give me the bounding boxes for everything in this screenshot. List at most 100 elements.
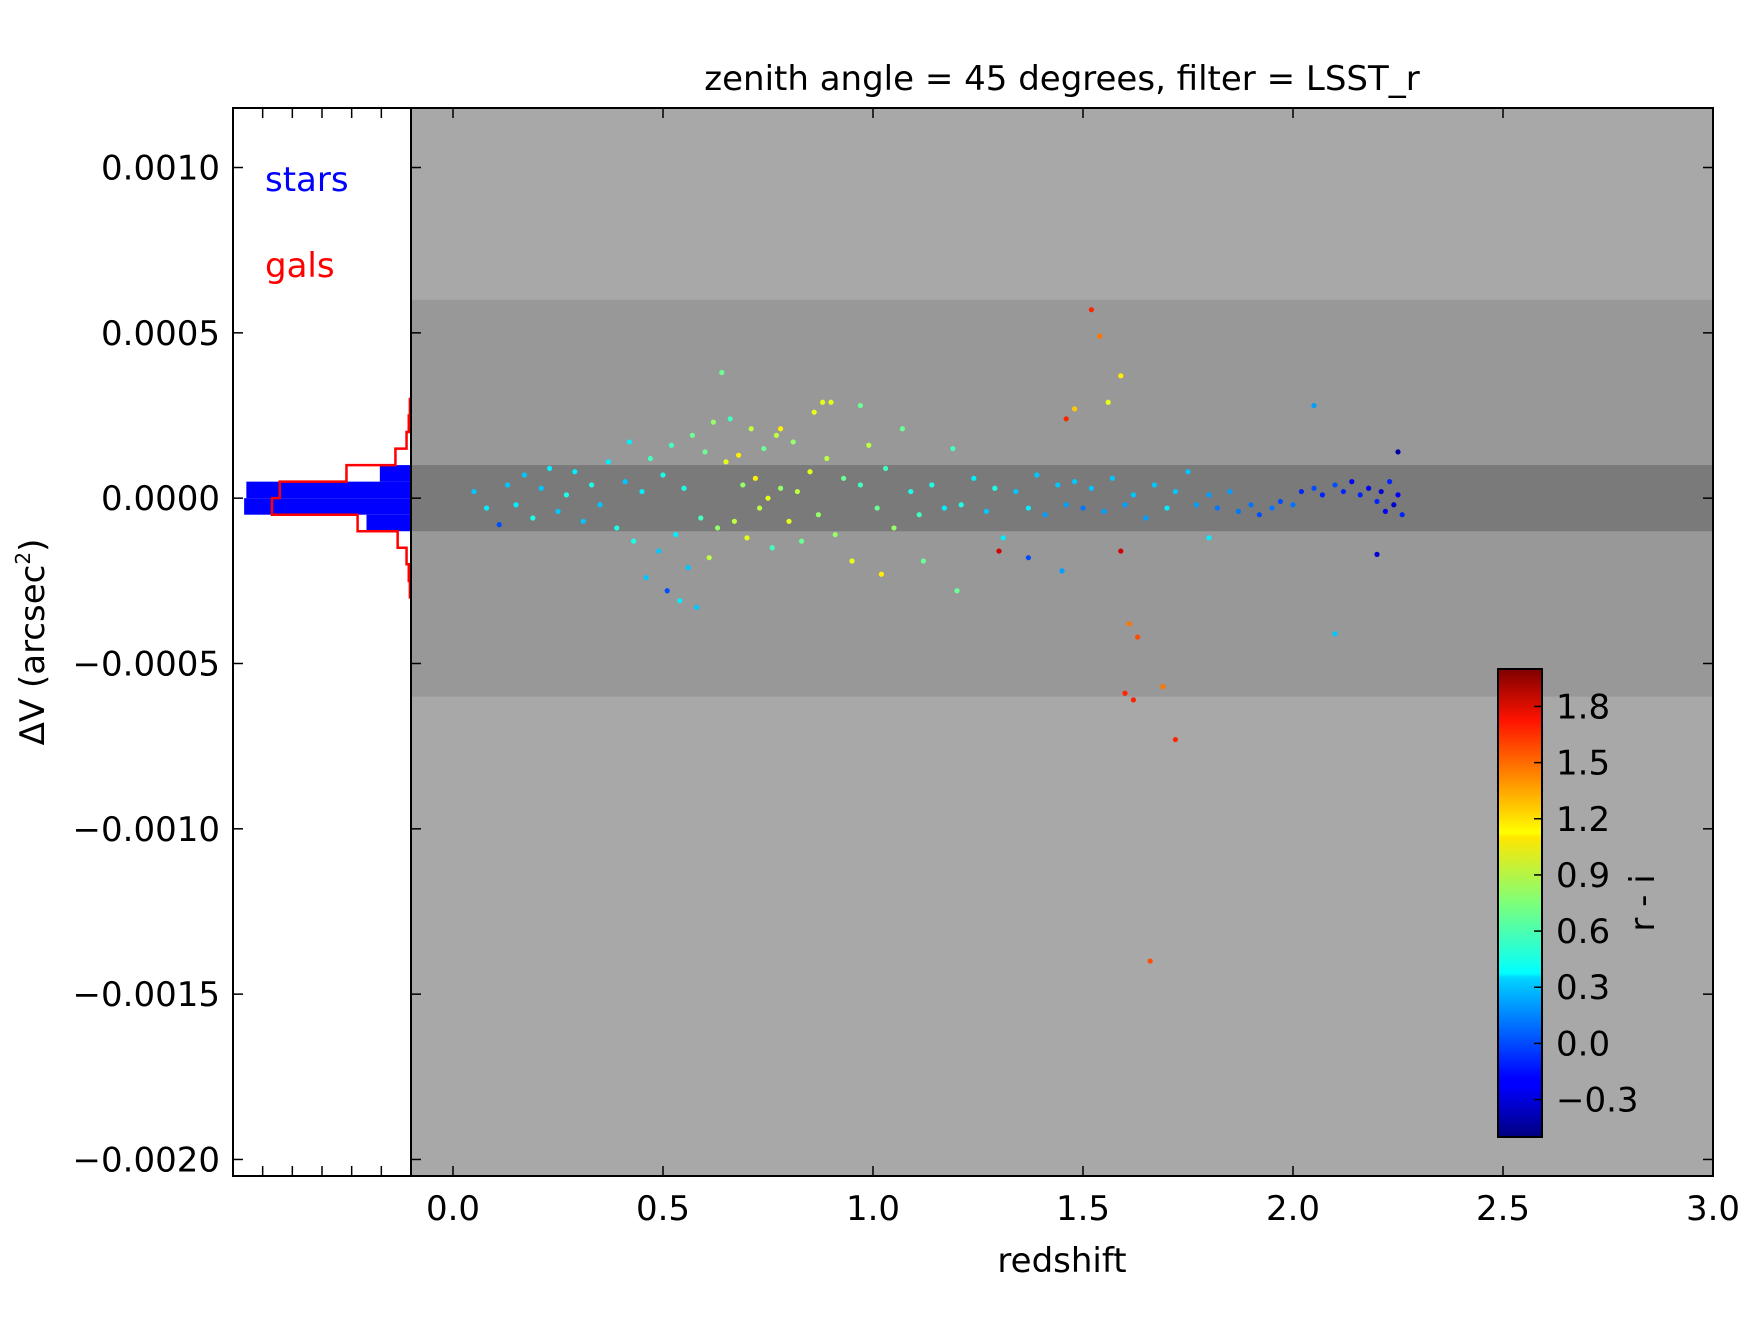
data-point — [727, 416, 733, 422]
data-point — [744, 535, 750, 541]
data-point — [1206, 535, 1212, 541]
data-point — [736, 452, 742, 458]
data-point — [673, 531, 679, 538]
data-point — [1340, 488, 1346, 495]
y-axis-label-sup: 2 — [11, 552, 35, 565]
data-point — [496, 522, 502, 528]
data-point — [828, 399, 834, 405]
data-point — [656, 548, 662, 554]
data-point — [807, 469, 813, 475]
data-point — [761, 445, 767, 452]
data-point — [580, 518, 586, 524]
data-point — [1357, 492, 1363, 498]
stars-histogram-bar — [366, 514, 411, 532]
x-tick-label: 3.0 — [1686, 1189, 1740, 1229]
data-point — [668, 442, 675, 448]
data-point — [1101, 508, 1107, 514]
colorbar-label: r - i — [1623, 874, 1663, 931]
data-point — [786, 518, 792, 524]
y-axis-label-close: ) — [13, 539, 53, 552]
data-point — [883, 465, 889, 472]
data-point — [1193, 502, 1199, 508]
data-point — [1374, 551, 1380, 557]
data-point — [1130, 697, 1136, 703]
data-point — [954, 588, 960, 594]
stars-histogram-bar — [379, 465, 411, 482]
data-point — [958, 502, 964, 508]
data-point — [1269, 505, 1275, 511]
data-point — [723, 459, 729, 465]
histogram-background — [233, 108, 411, 1176]
data-point — [681, 485, 687, 491]
data-point — [824, 455, 830, 462]
data-point — [891, 525, 897, 531]
histogram-bars — [244, 397, 412, 599]
data-point — [521, 472, 528, 478]
data-point — [530, 515, 536, 521]
data-point — [597, 502, 603, 508]
data-point — [790, 439, 796, 445]
data-point — [1214, 505, 1220, 511]
data-point — [1118, 548, 1124, 554]
data-point — [1206, 492, 1212, 498]
data-point — [878, 571, 885, 577]
data-point — [849, 558, 855, 564]
data-point — [1072, 406, 1078, 412]
y-tick-label: −0.0020 — [73, 1140, 220, 1180]
data-point — [769, 545, 775, 551]
data-point — [685, 565, 691, 571]
data-point — [631, 538, 637, 544]
data-point — [1072, 479, 1078, 485]
colorbar-tick-label: 0.3 — [1556, 968, 1610, 1008]
x-tick-labels: 0.0 0.5 1.0 1.5 2.0 2.5 3.0 — [426, 1189, 1740, 1229]
data-point — [1311, 402, 1317, 409]
data-point — [765, 495, 771, 501]
data-point — [929, 482, 935, 488]
data-point — [799, 538, 805, 544]
data-point — [677, 598, 683, 604]
data-point — [639, 488, 645, 495]
data-point — [778, 485, 784, 491]
data-point — [1256, 512, 1262, 518]
data-point — [857, 482, 864, 488]
data-point — [689, 432, 696, 438]
data-point — [1042, 512, 1048, 518]
data-point — [1298, 488, 1304, 495]
data-point — [1164, 505, 1170, 511]
data-point — [1034, 472, 1040, 478]
y-tick-label: 0.0000 — [101, 479, 220, 519]
scatter-panel — [410, 107, 1714, 1177]
data-point — [626, 439, 633, 445]
data-point — [841, 475, 847, 481]
data-point — [664, 588, 670, 594]
histogram-x-ticks — [261, 108, 383, 1176]
data-point — [1059, 568, 1065, 574]
data-point — [1378, 488, 1384, 495]
colorbar-tick-label: 0.9 — [1556, 856, 1610, 896]
data-point — [811, 409, 817, 415]
data-point — [1118, 373, 1124, 379]
data-point — [471, 488, 477, 495]
data-point — [1143, 515, 1149, 521]
data-point — [1122, 502, 1128, 508]
colorbar-tick-label: 0.6 — [1556, 912, 1610, 952]
data-point — [1332, 482, 1338, 488]
y-axis-label: ΔV (arcsec2) — [11, 539, 53, 746]
data-point — [1080, 505, 1086, 511]
data-point — [572, 469, 578, 475]
data-point — [622, 479, 628, 485]
data-point — [1097, 333, 1103, 339]
data-point — [694, 604, 700, 610]
data-point — [1366, 485, 1372, 491]
data-point — [1088, 307, 1094, 313]
data-point — [1172, 736, 1178, 743]
data-point — [757, 505, 763, 511]
data-point — [908, 488, 914, 495]
data-point — [513, 502, 519, 508]
data-point — [1374, 498, 1380, 505]
data-point — [1349, 479, 1355, 485]
data-point — [614, 525, 620, 531]
colorbar-ticks: −0.3 0.0 0.3 0.6 0.9 1.2 1.5 1.8 — [1534, 687, 1639, 1121]
data-point — [1227, 488, 1233, 495]
